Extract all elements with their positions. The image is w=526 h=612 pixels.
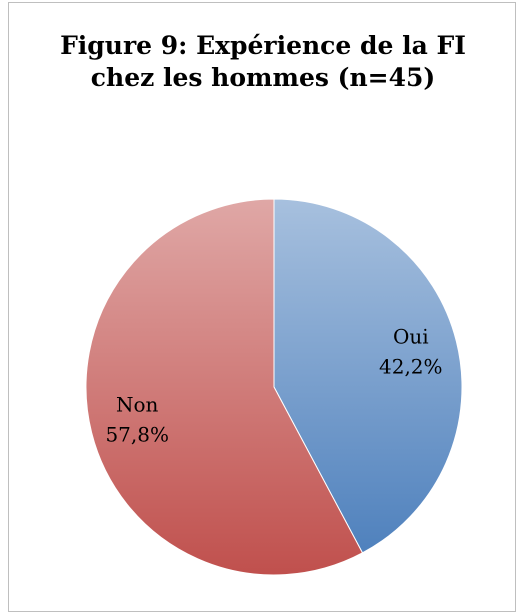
slice-value-label: 57,8%	[105, 423, 169, 447]
chart-title: Figure 9: Expérience de la FI chez les h…	[60, 31, 466, 92]
slice-label: Non	[116, 393, 159, 417]
slice-value-label: 42,2%	[379, 354, 443, 378]
slice-label: Oui	[393, 324, 429, 348]
slice-shade	[274, 199, 462, 553]
slice-shade	[85, 199, 363, 575]
